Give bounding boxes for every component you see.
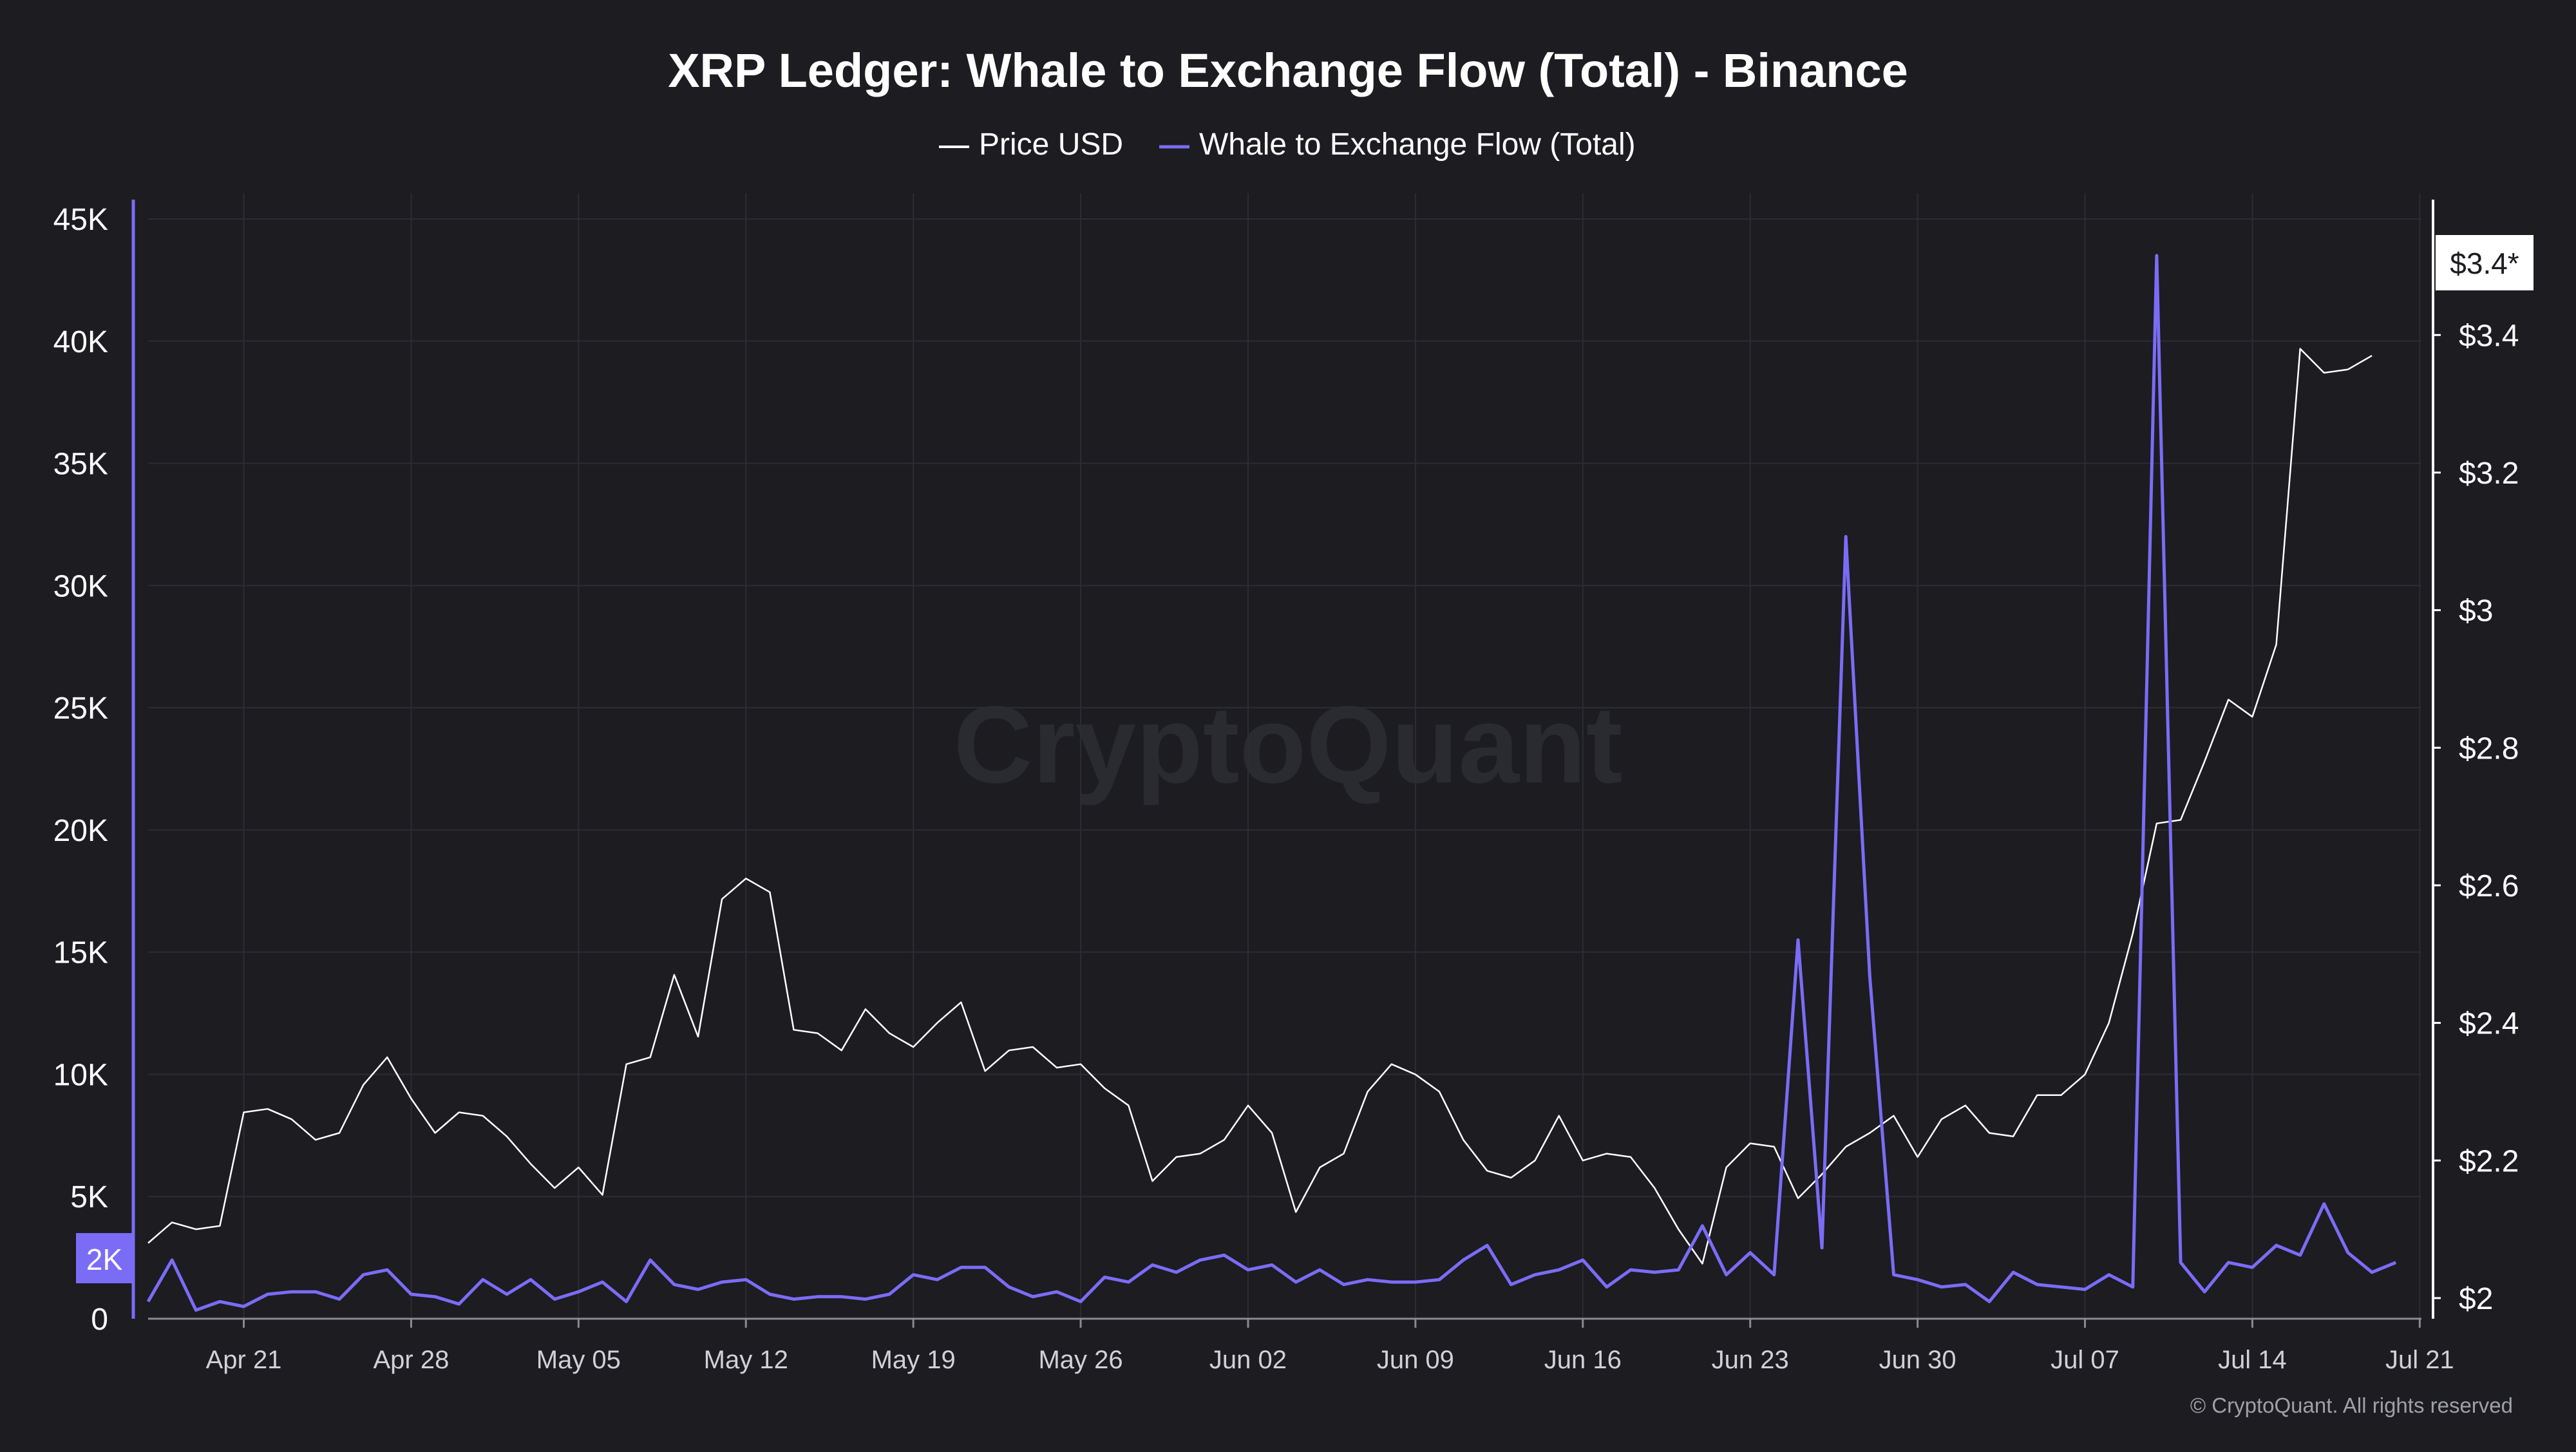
left-tick-label: 35K — [53, 448, 108, 482]
right-tick-label: $2.6 — [2459, 869, 2519, 903]
right-current-marker: $3.4* — [2436, 235, 2533, 290]
right-tick-label: $2.4 — [2459, 1007, 2519, 1041]
x-axis: Apr 21 Apr 28 May 05 May 12 May 19 May 26 Jun … — [148, 1317, 2454, 1374]
left-tick-label: 20K — [53, 814, 108, 848]
x-tick-label: Apr 28 — [374, 1346, 450, 1374]
price-usd-line — [147, 348, 2372, 1265]
x-tick-label: May 26 — [1038, 1346, 1122, 1374]
left-tick-label: 25K — [53, 692, 108, 726]
x-tick-label: Jul 07 — [2050, 1346, 2119, 1374]
x-tick-label: Jun 16 — [1544, 1346, 1622, 1374]
x-tick-label: Jun 02 — [1209, 1346, 1287, 1374]
x-tick-label: May 05 — [536, 1346, 621, 1374]
left-tick-label: 30K — [53, 569, 108, 603]
right-marker-box — [2436, 235, 2533, 290]
x-tick-label: Apr 21 — [206, 1346, 282, 1374]
right-axis: $2 $2.2 $2.4 $2.6 $2.8 $3 $3.2 $3.4 — [2432, 200, 2519, 1319]
left-tick-label: 0 — [91, 1303, 108, 1337]
left-tick-label: 5K — [70, 1180, 108, 1214]
left-tick-label: 15K — [53, 936, 108, 970]
left-tick-label: 45K — [53, 203, 108, 237]
left-marker-box — [76, 1233, 133, 1283]
right-tick-label: $3.2 — [2459, 457, 2519, 491]
chart-title: XRP Ledger: Whale to Exchange Flow (Tota… — [668, 44, 1908, 97]
right-tick-label: $3.4 — [2459, 319, 2519, 353]
right-tick-label: $3 — [2459, 594, 2493, 628]
legend-whale-label[interactable]: Whale to Exchange Flow (Total) — [1199, 127, 1636, 162]
series-layer — [146, 254, 2397, 1312]
whale-flow-line — [146, 254, 2397, 1312]
right-marker-label: $3.4* — [2450, 247, 2519, 280]
current-value-markers: 2K $3.4* — [76, 235, 2533, 1283]
x-tick-label: Jul 21 — [2385, 1346, 2454, 1374]
right-tick-label: $2.2 — [2459, 1144, 2519, 1178]
x-tick-label: May 12 — [704, 1346, 788, 1374]
x-tick-label: May 19 — [871, 1346, 956, 1374]
x-tick-label: Jun 30 — [1879, 1346, 1956, 1374]
x-tick-label: Jul 14 — [2218, 1346, 2287, 1374]
left-current-marker: 2K — [76, 1233, 133, 1283]
right-tick-label: $2.8 — [2459, 731, 2519, 766]
gridlines — [148, 193, 2421, 1319]
legend-price-label[interactable]: Price USD — [979, 127, 1123, 162]
left-axis: 0 5K 10K 15K 20K 25K 30K 35K 40K 45K — [53, 200, 135, 1337]
x-tick-label: Jun 09 — [1377, 1346, 1454, 1374]
legend: Price USD Whale to Exchange Flow (Total) — [939, 127, 1636, 162]
left-tick-label: 40K — [53, 325, 108, 359]
watermark: CryptoQuant — [954, 684, 1623, 806]
left-tick-label: 10K — [53, 1058, 108, 1092]
right-tick-label: $2 — [2459, 1282, 2493, 1316]
x-tick-label: Jun 23 — [1712, 1346, 1789, 1374]
copyright: © CryptoQuant. All rights reserved — [2190, 1393, 2513, 1417]
left-marker-label: 2K — [86, 1243, 123, 1276]
